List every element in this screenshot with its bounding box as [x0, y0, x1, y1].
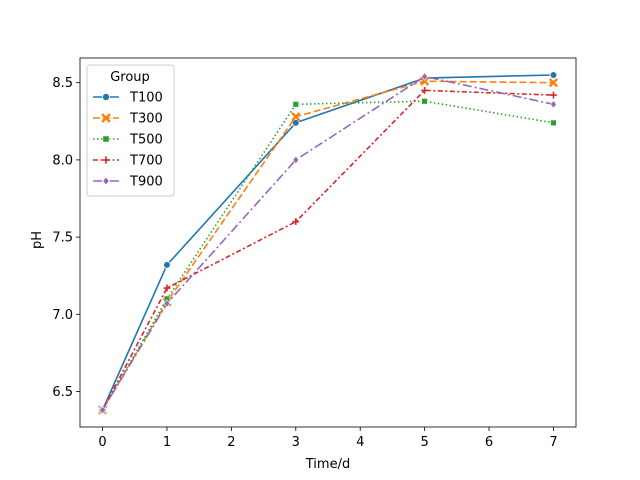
y-tick-label: 8.5 [52, 76, 73, 91]
y-tick-label: 7.5 [52, 231, 73, 246]
x-tick-label: 1 [163, 435, 171, 450]
legend-swatch-marker [102, 93, 111, 102]
data-point [163, 284, 171, 292]
x-tick-label: 3 [292, 435, 300, 450]
data-point [292, 155, 300, 165]
series-t900 [99, 72, 557, 415]
legend-label: T300 [129, 112, 163, 127]
series-layer [98, 71, 558, 415]
legend-entry: T500 [93, 133, 163, 148]
data-point [291, 112, 301, 121]
y-tick-label: 7.0 [52, 308, 73, 323]
legend-swatch-marker [102, 156, 110, 164]
x-tick-label: 5 [420, 435, 428, 450]
x-axis: 0 1 2 3 4 5 6 7 [98, 427, 558, 450]
data-point [163, 299, 171, 308]
legend: Group T100 T300 T500 T700 T900 [86, 64, 175, 197]
series-line [101, 89, 554, 411]
x-tick-label: 0 [98, 435, 106, 450]
x-tick-label: 4 [356, 435, 364, 450]
data-point [550, 100, 557, 109]
legend-entry: T100 [93, 91, 163, 106]
y-tick-label: 8.0 [52, 153, 73, 168]
data-point [292, 101, 299, 108]
legend-label: T100 [129, 91, 163, 106]
legend-label: T700 [129, 154, 163, 169]
data-point [549, 78, 558, 87]
legend-entry: T300 [93, 112, 163, 127]
data-point [421, 72, 428, 81]
legend-entry: T900 [93, 175, 163, 190]
data-point [421, 98, 428, 105]
legend-label: T500 [129, 133, 163, 148]
series-line [101, 75, 554, 411]
y-tick-label: 6.5 [52, 385, 73, 400]
data-point [421, 87, 429, 94]
axes-frame [79, 57, 577, 428]
legend-title: Group [110, 70, 150, 85]
legend-entry: T700 [93, 154, 163, 169]
data-point [292, 218, 300, 226]
data-point [550, 119, 557, 127]
x-axis-label: Time/d [305, 457, 350, 472]
data-point [99, 405, 106, 415]
data-point [163, 261, 171, 269]
data-point [550, 91, 557, 99]
x-tick-label: 2 [227, 435, 235, 450]
x-tick-label: 7 [549, 435, 557, 450]
y-axis-label: pH [30, 231, 45, 249]
x-tick-label: 6 [485, 435, 493, 450]
plot-area [79, 57, 577, 428]
legend-swatch-marker [102, 135, 110, 143]
legend-swatch-marker [102, 176, 110, 186]
legend-label: T900 [129, 175, 163, 190]
legend-swatch-marker [101, 113, 111, 123]
y-axis: 6.5 7.0 7.5 8.0 8.5 [52, 76, 80, 400]
data-point [549, 71, 558, 79]
data-point [420, 76, 429, 86]
